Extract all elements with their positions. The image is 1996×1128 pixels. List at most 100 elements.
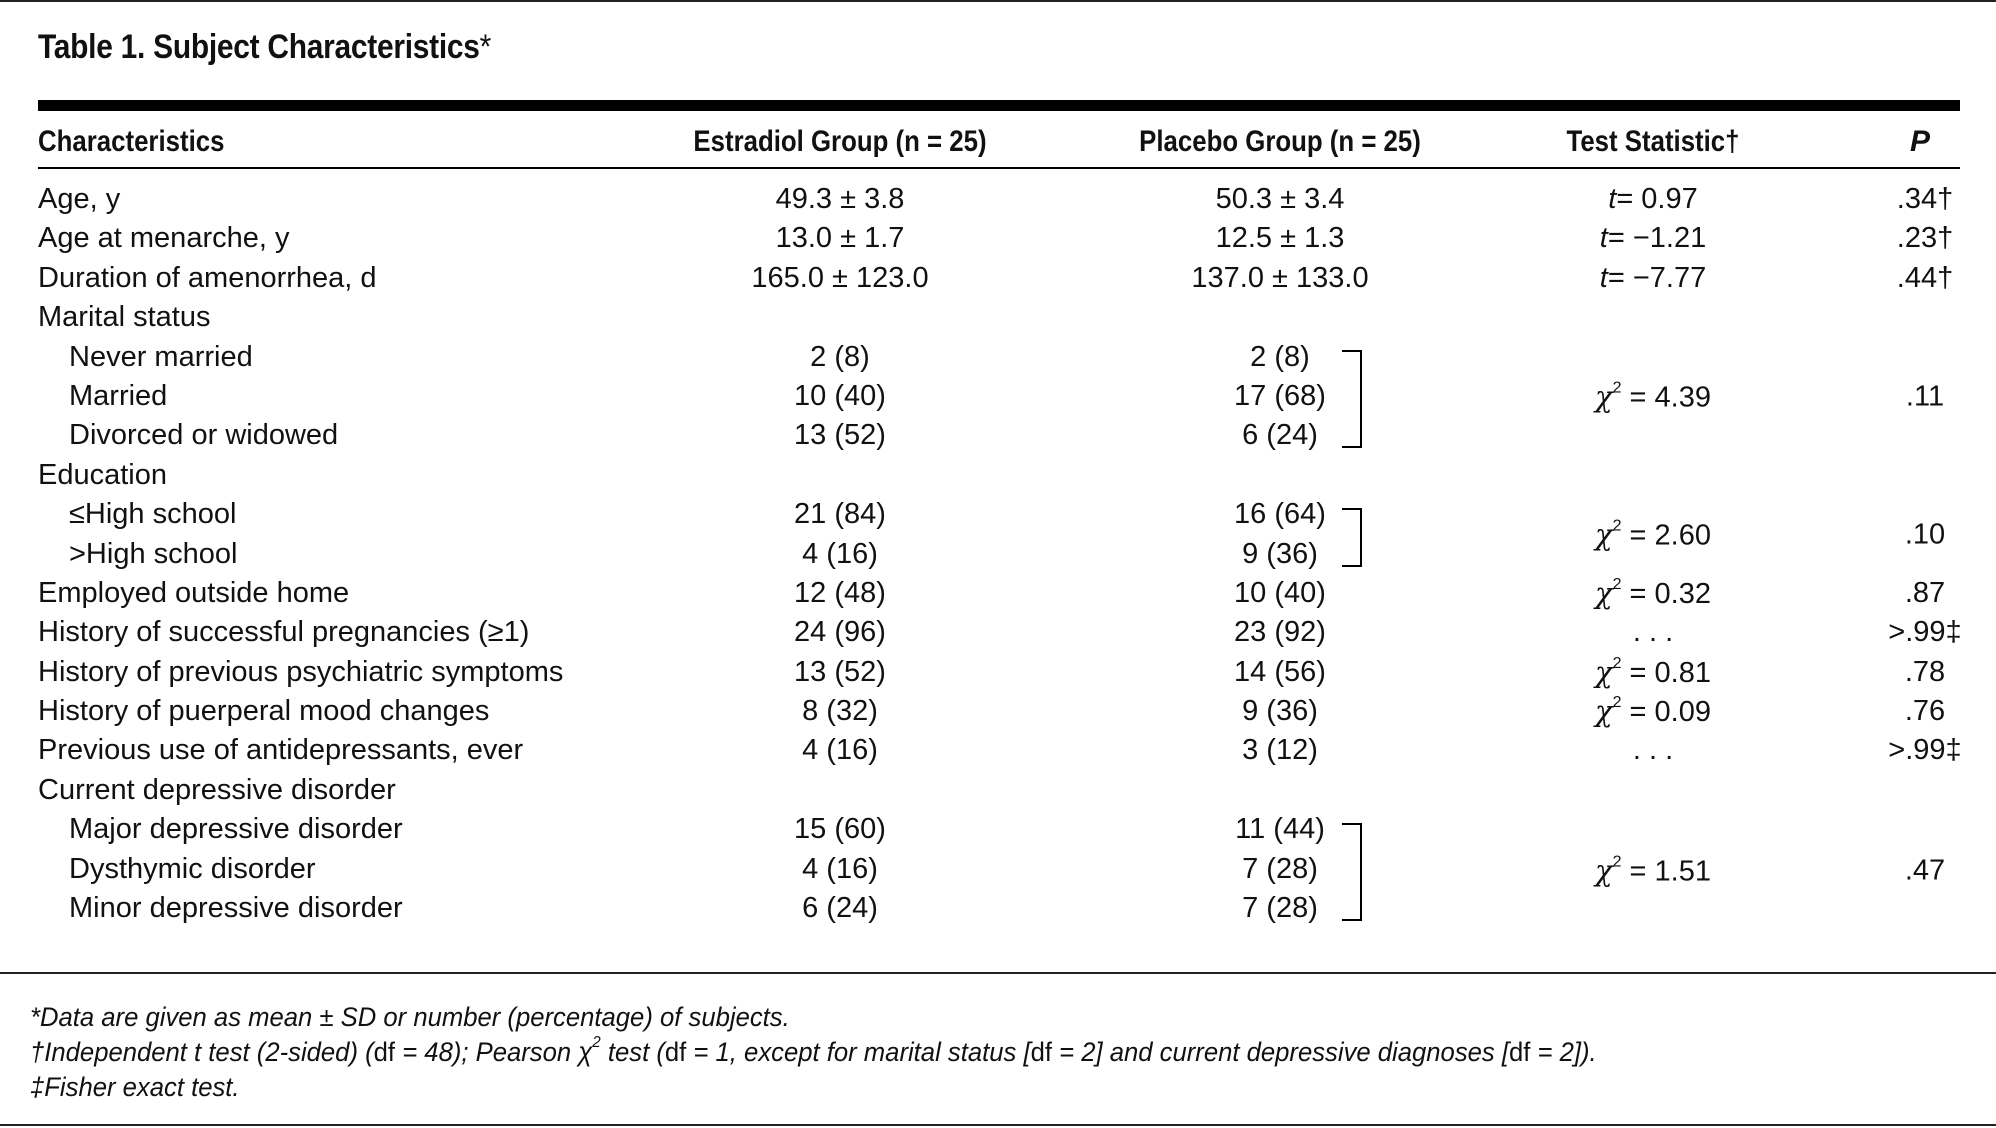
estradiol-value: 2 (8): [810, 340, 870, 373]
header-placebo: Placebo Group (n = 25): [1139, 125, 1421, 158]
stat-value: . . .: [1632, 616, 1674, 649]
estradiol-value: 49.3 ± 3.8: [775, 183, 905, 215]
estradiol-value: 4 (16): [802, 537, 878, 570]
fn2-part: = 48); Pearson χ: [395, 1037, 593, 1067]
placebo-value: 2 (8): [1250, 340, 1310, 373]
row-label: Married: [69, 379, 168, 412]
footnote-rule-bottom: [0, 1124, 1996, 1126]
table-row: Divorced or widowed 13 (52) 6 (24): [0, 416, 1996, 455]
grouped-stat-depressive: χ2 = 1.51: [1595, 854, 1711, 889]
p-value: .87: [1904, 576, 1946, 609]
stat-value: . . .: [1632, 734, 1674, 767]
placebo-value: 10 (40): [1234, 576, 1326, 609]
row-label: Age at menarche, y: [38, 222, 290, 255]
row-label: Marital status: [38, 301, 211, 334]
table-title: Table 1. Subject Characteristics*: [38, 28, 491, 67]
row-label: History of successful pregnancies (≥1): [38, 616, 530, 649]
estradiol-value: 13 (52): [794, 655, 886, 688]
estradiol-value: 21 (84): [794, 498, 886, 531]
stat-value: = 0.09: [1629, 696, 1711, 729]
footnotes: *Data are given as mean ± SD or number (…: [30, 1000, 1679, 1105]
row-label: Never married: [69, 340, 253, 373]
chi-superscript: 2: [1612, 379, 1622, 397]
fn2-part: = 1, except for marital status [: [686, 1037, 1031, 1067]
table-row: Age, y 49.3 ± 3.8 50.3 ± 3.4 t= 0.97 .34†: [0, 180, 1996, 219]
fn2-part: †Independent: [30, 1037, 195, 1067]
fn2-part: = 2]).: [1530, 1037, 1597, 1067]
estradiol-value: 4 (16): [802, 734, 878, 767]
row-label: Age, y: [38, 183, 121, 215]
row-label: >High school: [69, 537, 238, 570]
placebo-value: 137.0 ± 133.0: [1191, 261, 1369, 294]
placebo-value: 7 (28): [1242, 852, 1318, 885]
grouped-stat-marital: χ2 = 4.39: [1595, 380, 1711, 415]
placebo-value: 11 (44): [1235, 813, 1325, 846]
title-footnote-marker: *: [479, 28, 492, 66]
placebo-value: 6 (24): [1242, 419, 1318, 452]
p-value: >.99‡: [1888, 734, 1962, 767]
chi-superscript: 2: [1612, 517, 1622, 535]
chi-symbol: χ: [1595, 853, 1613, 888]
stat-value: = −1.21: [1607, 222, 1707, 255]
placebo-value: 9 (36): [1242, 537, 1318, 570]
fn2-df: df: [1508, 1037, 1531, 1067]
test-statistic: χ2 = 0.09: [1595, 692, 1711, 732]
p-value: .76: [1904, 695, 1946, 728]
fn2-df: df: [664, 1037, 687, 1067]
placebo-value: 12.5 ± 1.3: [1215, 222, 1345, 255]
test-statistic: t= −1.21: [1600, 219, 1706, 258]
row-label: History of previous psychiatric symptoms: [38, 655, 564, 688]
fn2-df: df: [373, 1037, 396, 1067]
grouped-p-marital: .11: [1905, 380, 1945, 413]
estradiol-value: 6 (24): [802, 892, 878, 925]
test-statistic: χ2 = 0.81: [1595, 653, 1711, 693]
grouped-p-education: .10: [1904, 518, 1946, 551]
placebo-value: 50.3 ± 3.4: [1215, 183, 1345, 215]
table-body: Age, y 49.3 ± 3.8 50.3 ± 3.4 t= 0.97.34† Age…: [0, 180, 1996, 928]
row-label: ≤High school: [69, 498, 237, 531]
estradiol-value: 12 (48): [794, 576, 886, 609]
estradiol-value: 165.0 ± 123.0: [751, 261, 929, 294]
placebo-value: 16 (64): [1234, 498, 1326, 531]
estradiol-value: 13.0 ± 1.7: [775, 222, 905, 255]
placebo-value: 9 (36): [1242, 695, 1318, 728]
table-row: Duration of amenorrhea, d 165.0 ± 123.0 13…: [0, 259, 1996, 298]
row-label: Employed outside home: [38, 576, 350, 609]
stat-prefix: t: [1599, 261, 1608, 294]
table-row: Minor depressive disorder 6 (24) 7 (28): [0, 889, 1996, 928]
placebo-value: 23 (92): [1234, 616, 1326, 649]
estradiol-value: 4 (16): [802, 852, 878, 885]
stat-value: = 0.32: [1629, 577, 1711, 610]
fn2-part: test (2-sided) (: [201, 1037, 374, 1067]
bracket-education: [1342, 508, 1362, 567]
grouped-stat-education: χ2 = 2.60: [1595, 518, 1711, 553]
fn2-df: df: [1030, 1037, 1052, 1067]
estradiol-value: 10 (40): [794, 379, 886, 412]
header-characteristics: Characteristics: [38, 125, 225, 158]
row-label: Current depressive disorder: [38, 773, 396, 806]
stat-value: = −7.77: [1607, 261, 1707, 294]
table-row: Current depressive disorder: [0, 771, 1996, 810]
bracket-depressive: [1342, 823, 1362, 921]
chi-superscript: 2: [1612, 694, 1622, 712]
header-p: P: [1909, 125, 1931, 158]
test-statistic: t= −7.77: [1600, 259, 1706, 298]
stat-value: = 0.97: [1616, 183, 1698, 215]
p-value: >.99‡: [1888, 616, 1962, 649]
stat-prefix: t: [1608, 183, 1617, 215]
grouped-p-depressive: .47: [1904, 854, 1946, 887]
footnote-1: *Data are given as mean ± SD or number (…: [30, 1002, 790, 1032]
top-rule: [0, 0, 1996, 2]
chi-symbol: χ: [1595, 694, 1613, 729]
table-row: Marital status: [0, 298, 1996, 337]
p-value: .78: [1904, 655, 1946, 688]
table-row: History of puerperal mood changes 8 (32) 9…: [0, 692, 1996, 731]
chi-superscript: 2: [1612, 654, 1622, 672]
row-label: Previous use of antidepressants, ever: [38, 734, 524, 767]
table-row: Previous use of antidepressants, ever 4 (…: [0, 731, 1996, 770]
p-value: .34†: [1896, 183, 1954, 215]
row-label: Duration of amenorrhea, d: [38, 261, 377, 294]
test-statistic: . . .: [1633, 731, 1673, 770]
table-row: History of successful pregnancies (≥1) 24…: [0, 613, 1996, 652]
